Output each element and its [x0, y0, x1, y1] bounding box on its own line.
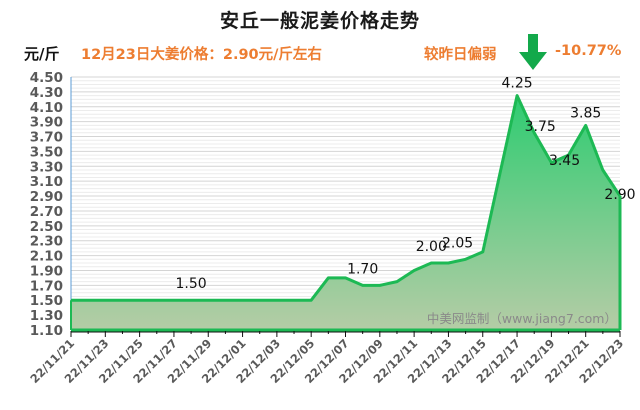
price-area: [71, 95, 620, 330]
data-label: 3.45: [549, 153, 580, 169]
y-tick-label: 1.30: [30, 308, 63, 324]
chart-title: 安丘一般泥姜价格走势: [219, 10, 420, 32]
y-tick-label: 2.90: [30, 189, 63, 205]
y-tick-label: 2.70: [30, 204, 63, 220]
down-arrow-icon: [519, 34, 547, 70]
x-axis: 22/11/2122/11/2322/11/2522/11/2722/11/29…: [27, 328, 626, 386]
data-label: 3.85: [570, 105, 601, 121]
data-label: 2.00: [416, 239, 447, 255]
price-note: 12月23日大姜价格：2.90元/斤左右: [81, 47, 322, 63]
watermark: 中美网监制（www.jiang7.com）: [427, 311, 617, 326]
data-label: 1.70: [347, 261, 378, 277]
price-line: [71, 94, 622, 302]
change-percent: -10.77%: [555, 43, 622, 59]
data-label: 2.05: [442, 235, 473, 251]
y-axis: 4.504.304.103.903.703.503.303.102.902.70…: [30, 70, 72, 339]
y-tick-label: 1.50: [30, 293, 63, 309]
data-label: 4.25: [501, 76, 532, 92]
y-tick-label: 3.30: [30, 159, 63, 175]
y-tick-label: 2.50: [30, 219, 63, 235]
y-tick-label: 3.10: [30, 174, 63, 190]
y-tick-label: 3.70: [30, 130, 63, 146]
y-tick-label: 1.90: [30, 263, 63, 279]
compare-note: 较昨日偏弱: [424, 47, 497, 63]
data-label: 2.90: [604, 187, 635, 203]
data-label: 1.50: [176, 276, 207, 292]
y-tick-label: 4.10: [30, 100, 63, 116]
data-label: 3.75: [525, 119, 556, 135]
data-labels: 1.50 1.70 2.002.05 4.25 3.75 3.45 3.85 2.90: [176, 76, 636, 293]
y-tick-label: 2.30: [30, 234, 63, 250]
y-tick-label: 1.10: [30, 323, 63, 339]
y-tick-label: 4.50: [30, 70, 63, 86]
unit-label: 元/斤: [24, 45, 60, 63]
y-tick-label: 1.70: [30, 278, 63, 294]
y-tick-label: 2.10: [30, 249, 63, 265]
y-tick-label: 3.50: [30, 144, 63, 160]
y-tick-label: 4.30: [30, 85, 63, 101]
y-tick-label: 3.90: [30, 115, 63, 131]
